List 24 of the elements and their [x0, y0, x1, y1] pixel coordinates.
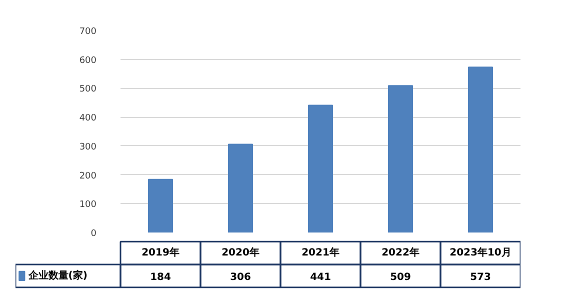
y-tick-label: 300	[79, 142, 97, 152]
data-label: 509	[390, 272, 411, 283]
data-label: 184	[150, 272, 171, 283]
data-label: 306	[230, 272, 251, 283]
data-label: 573	[470, 272, 491, 283]
x-tick-label: 2019年	[142, 246, 180, 259]
y-tick-label: 200	[79, 171, 97, 182]
bar	[148, 178, 173, 232]
bar	[308, 104, 333, 232]
y-tick-label: 700	[79, 27, 97, 37]
y-tick-label: 100	[79, 200, 97, 210]
x-tick-label: 2023年10月	[450, 246, 512, 259]
data-label: 441	[310, 272, 331, 283]
y-tick-label: 0	[90, 229, 97, 239]
x-tick-label: 2021年	[302, 246, 340, 259]
x-tick-label: 2020年	[222, 246, 260, 259]
y-tick-label: 500	[79, 84, 97, 95]
bar	[388, 85, 413, 232]
x-tick-label: 2022年	[382, 246, 420, 259]
y-tick-label: 600	[79, 56, 97, 66]
bar	[228, 144, 253, 232]
legend-label: 企业数量(家)	[27, 269, 88, 282]
y-tick-label: 400	[79, 114, 97, 124]
bar	[468, 66, 493, 232]
